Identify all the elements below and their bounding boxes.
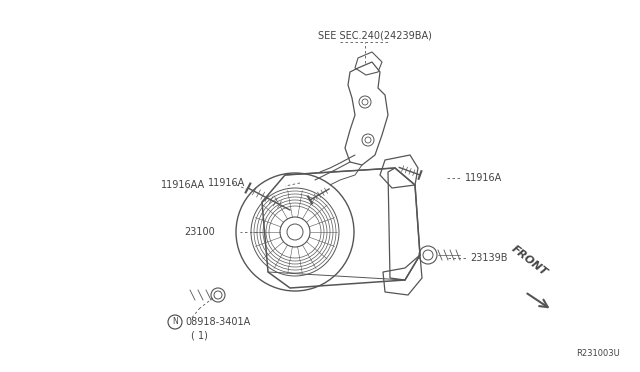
Text: 08918-3401A: 08918-3401A bbox=[185, 317, 250, 327]
Text: ( 1): ( 1) bbox=[191, 330, 208, 340]
Text: N: N bbox=[172, 317, 178, 327]
Text: 11916A: 11916A bbox=[465, 173, 502, 183]
Text: R231003U: R231003U bbox=[576, 349, 620, 358]
Text: 11916AA: 11916AA bbox=[161, 180, 205, 190]
Text: SEE SEC.240(24239BA): SEE SEC.240(24239BA) bbox=[318, 30, 432, 40]
Text: FRONT: FRONT bbox=[510, 244, 550, 278]
Text: 11916A: 11916A bbox=[208, 178, 245, 188]
Text: 23100: 23100 bbox=[184, 227, 215, 237]
Text: 23139B: 23139B bbox=[470, 253, 508, 263]
